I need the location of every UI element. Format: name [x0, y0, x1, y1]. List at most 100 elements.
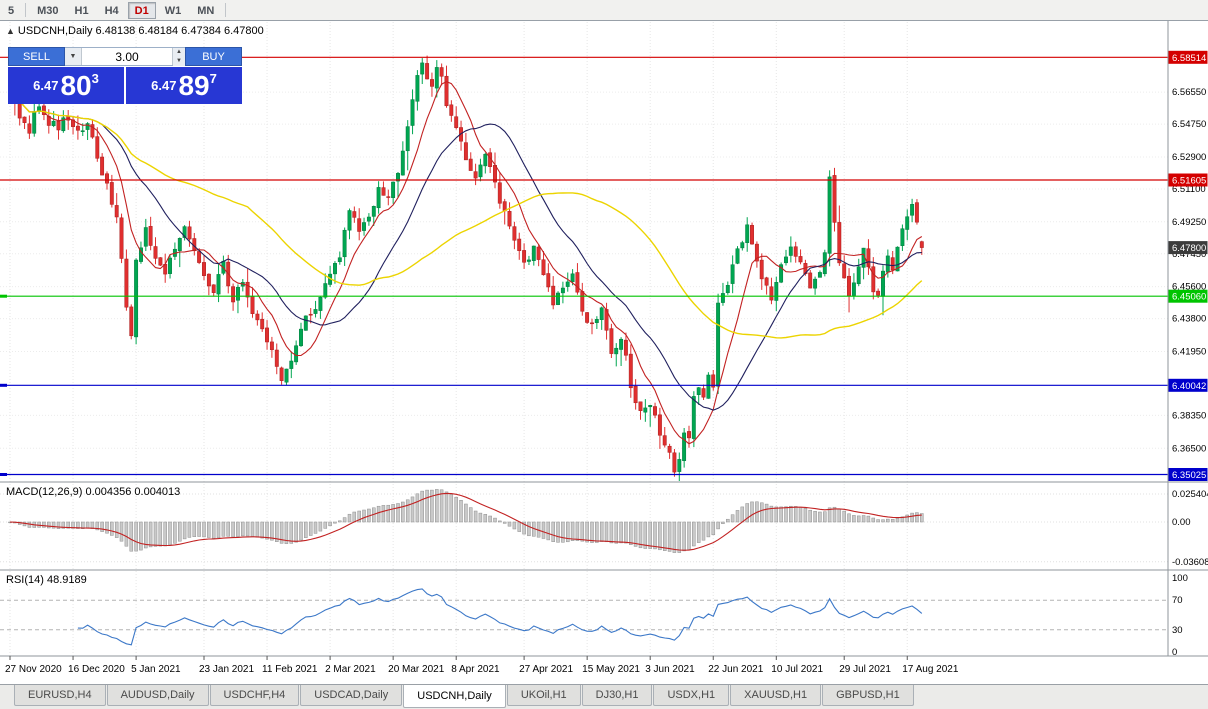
candle-body — [594, 319, 599, 323]
sell-price-button[interactable]: 6.47 80 3 — [8, 67, 124, 104]
sell-button[interactable]: SELL — [8, 47, 65, 66]
volume-spin-up-icon[interactable]: ▲ — [173, 48, 185, 57]
chart-tab-usdchf[interactable]: USDCHF,H4 — [209, 685, 300, 706]
macd-bar — [866, 515, 871, 523]
macd-bar — [871, 517, 876, 523]
candle-body — [623, 339, 628, 356]
macd-bar — [47, 521, 51, 529]
price-axis-label: 6.41950 — [1172, 346, 1206, 357]
candle-body — [168, 257, 172, 274]
chart-tab-eurusd[interactable]: EURUSD,H4 — [14, 685, 106, 706]
timeframe-button-mn[interactable]: MN — [190, 2, 221, 19]
price-axis-label: 6.45600 — [1172, 282, 1206, 293]
candle-body — [342, 229, 347, 258]
macd-bar — [890, 519, 895, 523]
macd-bar — [604, 521, 609, 543]
macd-bar — [760, 502, 764, 523]
chart-tab-ukoil[interactable]: UKOil,H1 — [506, 685, 581, 706]
macd-bar — [51, 521, 56, 529]
volume-spin-down-icon[interactable]: ▼ — [173, 57, 185, 66]
candle-body — [541, 259, 546, 276]
candle-body — [294, 345, 299, 363]
candle-body — [376, 187, 381, 209]
macd-bar — [779, 506, 783, 523]
macd-bar — [114, 521, 119, 538]
macd-bar — [488, 515, 492, 523]
timeframe-button-5[interactable]: 5 — [1, 2, 21, 19]
ask-price-pip: 7 — [209, 71, 217, 86]
macd-bar — [498, 520, 502, 523]
candle-body — [551, 285, 556, 306]
macd-bar — [265, 521, 269, 540]
candle-body — [177, 238, 182, 252]
buy-button[interactable]: BUY — [185, 47, 242, 66]
candle-body — [779, 264, 784, 283]
price-axis-label: 6.36500 — [1172, 443, 1206, 454]
macd-bar — [197, 521, 201, 537]
macd-bar — [468, 507, 473, 523]
chart-canvas[interactable]: 6.56550 6.54750 6.52900 6.51100 6.49250 6.474… — [0, 0, 1208, 684]
chart-tab-gbpusd[interactable]: GBPUSD,H1 — [822, 685, 914, 706]
volume-dropdown-button[interactable]: ▼ — [65, 48, 82, 65]
candle-body — [129, 306, 134, 337]
rsi-axis-label: 30 — [1172, 625, 1183, 636]
candle-body — [415, 75, 420, 102]
macd-bar — [566, 521, 570, 543]
candle-body — [308, 313, 313, 316]
macd-indicator-label: MACD(12,26,9) 0.004356 0.004013 — [6, 486, 181, 498]
buy-price-button[interactable]: 6.47 89 7 — [126, 67, 242, 104]
candle-body — [531, 245, 536, 261]
macd-bar — [435, 489, 439, 523]
macd-bar — [124, 521, 129, 547]
timeframe-button-w1[interactable]: W1 — [158, 2, 189, 19]
current-price-badge: 6.47800 — [1172, 243, 1206, 254]
one-click-panel-toggle-icon[interactable]: ▲ — [6, 26, 15, 36]
chart-tab-usdx[interactable]: USDX,H1 — [653, 685, 730, 706]
price-level-badge: 6.45060 — [1172, 292, 1206, 303]
macd-bar — [66, 521, 70, 529]
macd-bar — [158, 521, 163, 547]
candle-body — [265, 327, 269, 343]
date-axis-label: 16 Dec 2020 — [68, 664, 125, 675]
price-level-badge: 6.58514 — [1172, 53, 1206, 64]
macd-bar — [207, 521, 211, 538]
candle-body — [842, 263, 847, 279]
macd-bar — [168, 521, 172, 546]
chart-tab-usdcnh[interactable]: USDCNH,Daily — [403, 685, 506, 708]
candle-body — [449, 104, 454, 116]
macd-bar — [493, 517, 497, 523]
macd-bar — [900, 516, 905, 523]
candle-body — [134, 259, 139, 338]
timeframe-button-h1[interactable]: H1 — [68, 2, 96, 19]
candle-body — [100, 156, 105, 176]
chart-tab-dj30[interactable]: DJ30,H1 — [581, 685, 653, 706]
timeframe-button-d1[interactable]: D1 — [127, 2, 156, 19]
candle-body — [463, 142, 468, 161]
date-axis-label: 17 Aug 2021 — [902, 664, 959, 675]
candle-body — [420, 62, 425, 75]
candle-body — [405, 126, 410, 152]
volume-input[interactable]: 3.00 — [115, 49, 139, 64]
candle-body — [560, 287, 565, 294]
macd-bar — [658, 521, 662, 551]
candle-body — [711, 374, 716, 388]
candle-body — [337, 257, 342, 262]
chart-tab-usdcad[interactable]: USDCAD,Daily — [300, 685, 403, 706]
macd-bar — [682, 521, 686, 552]
candle-body — [391, 181, 396, 198]
macd-bar — [701, 521, 706, 541]
chart-tab-xauusd[interactable]: XAUUSD,H1 — [730, 685, 822, 706]
chart-tab-audusd[interactable]: AUDUSD,Daily — [106, 685, 209, 706]
date-axis-label: 20 Mar 2021 — [388, 664, 445, 675]
macd-bar — [134, 521, 138, 552]
timeframe-button-m30[interactable]: M30 — [30, 2, 65, 19]
macd-bar — [129, 521, 134, 552]
macd-bar — [609, 521, 614, 544]
timeframe-button-h4[interactable]: H4 — [98, 2, 126, 19]
macd-bar — [721, 521, 725, 524]
macd-bar — [512, 521, 517, 530]
macd-bar — [270, 521, 274, 541]
macd-bar — [464, 503, 468, 523]
candle-body — [260, 318, 265, 330]
level-anchor-marker — [0, 473, 7, 476]
